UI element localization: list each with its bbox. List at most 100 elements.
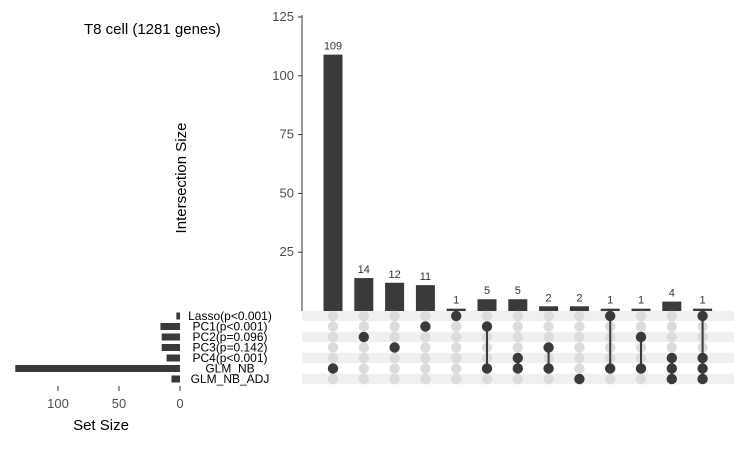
intersection-bar-label: 14 — [358, 264, 370, 276]
set-label: GLM_NB_ADJ — [191, 372, 270, 386]
intersection-bar-label: 2 — [576, 292, 582, 304]
set-size-axis: 100 50 0 — [47, 386, 184, 411]
matrix-dot-inactive — [420, 352, 431, 364]
matrix-dot-active — [420, 321, 431, 332]
intersection-axis-title: Intersection Size — [173, 123, 190, 234]
set-size-bar — [161, 333, 180, 341]
intersection-bar-label: 11 — [420, 271, 431, 283]
matrix-dot-inactive — [574, 331, 585, 343]
intersection-bar-label: 1 — [700, 295, 706, 307]
intersection-bar — [415, 285, 435, 311]
intersection-bar — [631, 308, 651, 311]
intersection-matrix — [327, 310, 708, 385]
matrix-dot-inactive — [574, 310, 585, 322]
matrix-dot-active — [605, 310, 616, 322]
matrix-dot-active — [635, 331, 647, 343]
matrix-dot-inactive — [358, 373, 369, 385]
matrix-dot-inactive — [512, 342, 523, 353]
intersection-bar — [662, 301, 682, 311]
matrix-dot-active — [666, 363, 677, 374]
set-label: PC2(p=0.096) — [192, 330, 267, 344]
intersection-axis-tick-label: 75 — [280, 127, 294, 142]
matrix-dot-inactive — [420, 342, 431, 353]
matrix-dot-inactive — [389, 363, 400, 374]
set-axis-tick-label: 100 — [47, 396, 69, 411]
matrix-dot-inactive — [358, 310, 369, 322]
matrix-dot-inactive — [666, 331, 677, 343]
matrix-dot-inactive — [605, 373, 616, 385]
matrix-dot-inactive — [420, 373, 431, 385]
matrix-dot-active — [605, 363, 616, 374]
matrix-dot-inactive — [481, 373, 493, 385]
intersection-bar-label: 12 — [388, 269, 400, 281]
matrix-dot-inactive — [389, 373, 400, 385]
intersection-bar-label: 109 — [324, 41, 342, 53]
intersection-bar — [477, 299, 497, 311]
intersection-bar — [508, 299, 528, 311]
set-size-bar — [160, 323, 180, 330]
set-size-bar — [171, 375, 180, 383]
matrix-dot-inactive — [512, 331, 523, 343]
matrix-dot-inactive — [451, 352, 462, 364]
intersection-bar — [693, 308, 713, 311]
matrix-dot-inactive — [543, 321, 554, 332]
matrix-dot-inactive — [481, 310, 493, 322]
matrix-dot-inactive — [574, 342, 585, 353]
matrix-dot-inactive — [451, 321, 462, 332]
intersection-bar — [385, 282, 405, 311]
intersection-bar — [600, 308, 620, 311]
intersection-bar — [323, 54, 343, 312]
matrix-dot-inactive — [574, 352, 585, 364]
matrix-dot-inactive — [389, 310, 400, 322]
set-axis-tick-label: 0 — [176, 396, 183, 411]
intersection-size-axis: 25 50 75 100 125 — [272, 9, 303, 311]
matrix-dot-active — [327, 363, 339, 374]
matrix-dot-inactive — [635, 321, 647, 332]
intersection-bar-label: 4 — [669, 288, 675, 300]
set-size-bars — [15, 312, 180, 383]
matrix-dot-active — [481, 363, 493, 374]
set-size-axis-title: Set Size — [73, 417, 129, 434]
matrix-dot-active — [358, 331, 369, 343]
matrix-dot-inactive — [358, 363, 369, 374]
matrix-dot-active — [543, 363, 554, 374]
matrix-dot-inactive — [358, 352, 369, 364]
intersection-bar-label: 5 — [515, 285, 521, 297]
matrix-dot-inactive — [389, 321, 400, 332]
matrix-dot-inactive — [543, 331, 554, 343]
set-axis-tick-label: 50 — [112, 396, 126, 411]
matrix-dot-active — [635, 363, 647, 374]
matrix-dot-inactive — [389, 352, 400, 364]
matrix-dot-inactive — [574, 363, 585, 374]
matrix-dot-active — [666, 373, 677, 385]
matrix-dot-active — [512, 352, 523, 364]
matrix-dot-inactive — [327, 310, 339, 322]
intersection-bar — [446, 308, 466, 311]
matrix-dot-inactive — [451, 373, 462, 385]
matrix-dot-inactive — [389, 331, 400, 343]
matrix-dot-inactive — [574, 321, 585, 332]
matrix-dot-inactive — [666, 310, 677, 322]
matrix-dot-inactive — [512, 373, 523, 385]
matrix-dot-inactive — [327, 342, 339, 353]
chart-title: T8 cell (1281 genes) — [84, 21, 221, 38]
matrix-dot-active — [481, 321, 493, 332]
matrix-dot-inactive — [512, 310, 523, 322]
matrix-dot-active — [697, 373, 708, 385]
matrix-dot-inactive — [358, 321, 369, 332]
intersection-bar — [354, 278, 374, 311]
matrix-dot-inactive — [451, 331, 462, 343]
set-size-bar — [161, 344, 180, 351]
set-labels: Lasso(p<0.001)PC1(p<0.001)PC2(p=0.096)PC… — [188, 309, 272, 386]
intersection-axis-tick-label: 125 — [272, 9, 294, 24]
matrix-dot-active — [451, 310, 462, 322]
matrix-dot-inactive — [420, 331, 431, 343]
matrix-dot-inactive — [666, 342, 677, 353]
matrix-dot-active — [697, 310, 708, 322]
matrix-dot-inactive — [420, 310, 431, 322]
intersection-bar-label: 1 — [607, 295, 613, 307]
intersection-bar-label: 5 — [484, 285, 490, 297]
intersection-bar-label: 2 — [546, 292, 552, 304]
matrix-dot-active — [543, 342, 554, 353]
